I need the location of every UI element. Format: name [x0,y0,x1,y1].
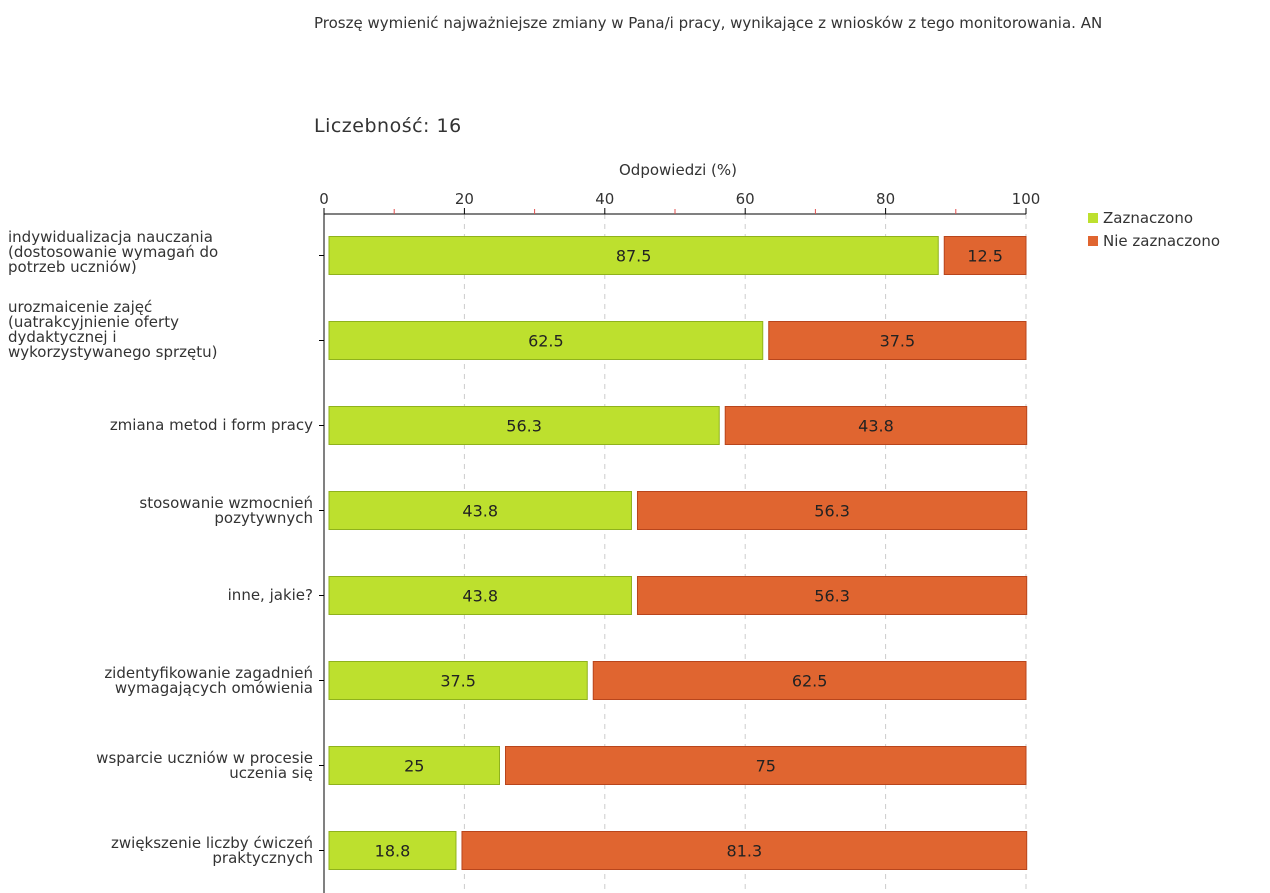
bar-zaznaczono [328,491,632,530]
x-tick-label: 40 [595,190,614,208]
legend-label: Nie zaznaczono [1103,232,1221,250]
category-label: indywidualizacja nauczania (dostosowanie … [8,230,313,275]
data-label-zaznaczono: 87.5 [616,247,652,266]
bar-zaznaczono [328,661,588,700]
category-label: stosowanie wzmocnień pozytywnych [8,493,313,527]
category-label-line: (uatrakcyjnienie oferty [8,312,179,331]
category-label-line: stosowanie wzmocnień [139,493,313,512]
legend-item: Zaznaczono [1088,211,1193,226]
bar-nie-zaznaczono [636,491,1028,530]
category-label-line: wymagających omówienia [114,678,313,697]
bar-zaznaczono [328,321,764,360]
data-label-zaznaczono: 62.5 [528,332,564,351]
category-label-line: (dostosowanie wymagań do [8,243,219,261]
bar-nie-zaznaczono [461,831,1028,870]
bar-nie-zaznaczono [505,746,1027,785]
bar-nie-zaznaczono [768,321,1027,360]
category-label-line: uczenia się [229,763,313,782]
category-label: zidentyfikowanie zagadnień wymagających o… [8,663,313,697]
x-tick-label: 60 [736,190,755,208]
category-label-line: wsparcie uczniów w procesie [96,748,313,767]
data-label-nie-zaznaczono: 56.3 [814,587,850,606]
bar-zaznaczono [328,576,632,615]
data-label-zaznaczono: 43.8 [462,587,498,606]
data-label-zaznaczono: 56.3 [506,417,542,436]
bar-zaznaczono [328,746,500,785]
category-label-line: dydaktycznej i [8,327,117,346]
category-label-line: zwiększenie liczby ćwiczeń [111,833,313,852]
bar-nie-zaznaczono [943,236,1027,275]
bar-zaznaczono [328,236,939,275]
x-tick-label: 80 [876,190,895,208]
legend-swatch [1088,213,1098,223]
sample-size-label: Liczebność: 16 [314,115,462,137]
category-label-line: pozytywnych [214,508,313,527]
category-label: urozmaicenie zajęć (uatrakcyjnienie ofert… [8,297,313,361]
category-label-line: urozmaicenie zajęć [8,297,153,316]
category-label-line: indywidualizacja nauczania [8,228,213,246]
category-label-line: inne, jakie? [227,586,313,604]
category-label: wsparcie uczniów w procesie uczenia się [8,748,313,782]
data-label-nie-zaznaczono: 56.3 [814,502,850,521]
category-label-line: wykorzystywanego sprzętu) [8,342,218,361]
bar-nie-zaznaczono [724,406,1028,445]
bar-nie-zaznaczono [636,576,1028,615]
data-label-nie-zaznaczono: 81.3 [727,842,763,861]
data-label-zaznaczono: 43.8 [462,502,498,521]
x-tick-label: 0 [319,190,329,208]
category-label-line: praktycznych [212,848,313,867]
bar-zaznaczono [328,831,457,870]
bar-nie-zaznaczono [592,661,1027,700]
bar-zaznaczono [328,406,720,445]
data-label-zaznaczono: 18.8 [375,842,411,861]
category-label: zmiana metod i form pracy [8,418,313,433]
legend-swatch [1088,236,1098,246]
data-label-nie-zaznaczono: 12.5 [967,247,1003,266]
data-label-nie-zaznaczono: 75 [756,757,776,776]
data-label-nie-zaznaczono: 37.5 [880,332,916,351]
category-label: inne, jakie? [8,588,313,603]
x-axis-title: Odpowiedzi (%) [619,161,737,179]
x-tick-label: 100 [1012,190,1041,208]
legend-item: Nie zaznaczono [1088,234,1220,249]
data-label-zaznaczono: 37.5 [440,672,476,691]
x-tick-label: 20 [455,190,474,208]
category-label: zwiększenie liczby ćwiczeń praktycznych [8,833,313,867]
data-label-nie-zaznaczono: 62.5 [792,672,828,691]
category-label-line: zmiana metod i form pracy [109,416,313,434]
chart-title: Proszę wymienić najważniejsze zmiany w P… [314,14,1103,32]
category-label-line: zidentyfikowanie zagadnień [104,663,313,682]
data-label-nie-zaznaczono: 43.8 [858,417,894,436]
data-label-zaznaczono: 25 [404,757,424,776]
legend-label: Zaznaczono [1103,209,1194,227]
category-label-line: potrzeb uczniów) [8,258,137,276]
